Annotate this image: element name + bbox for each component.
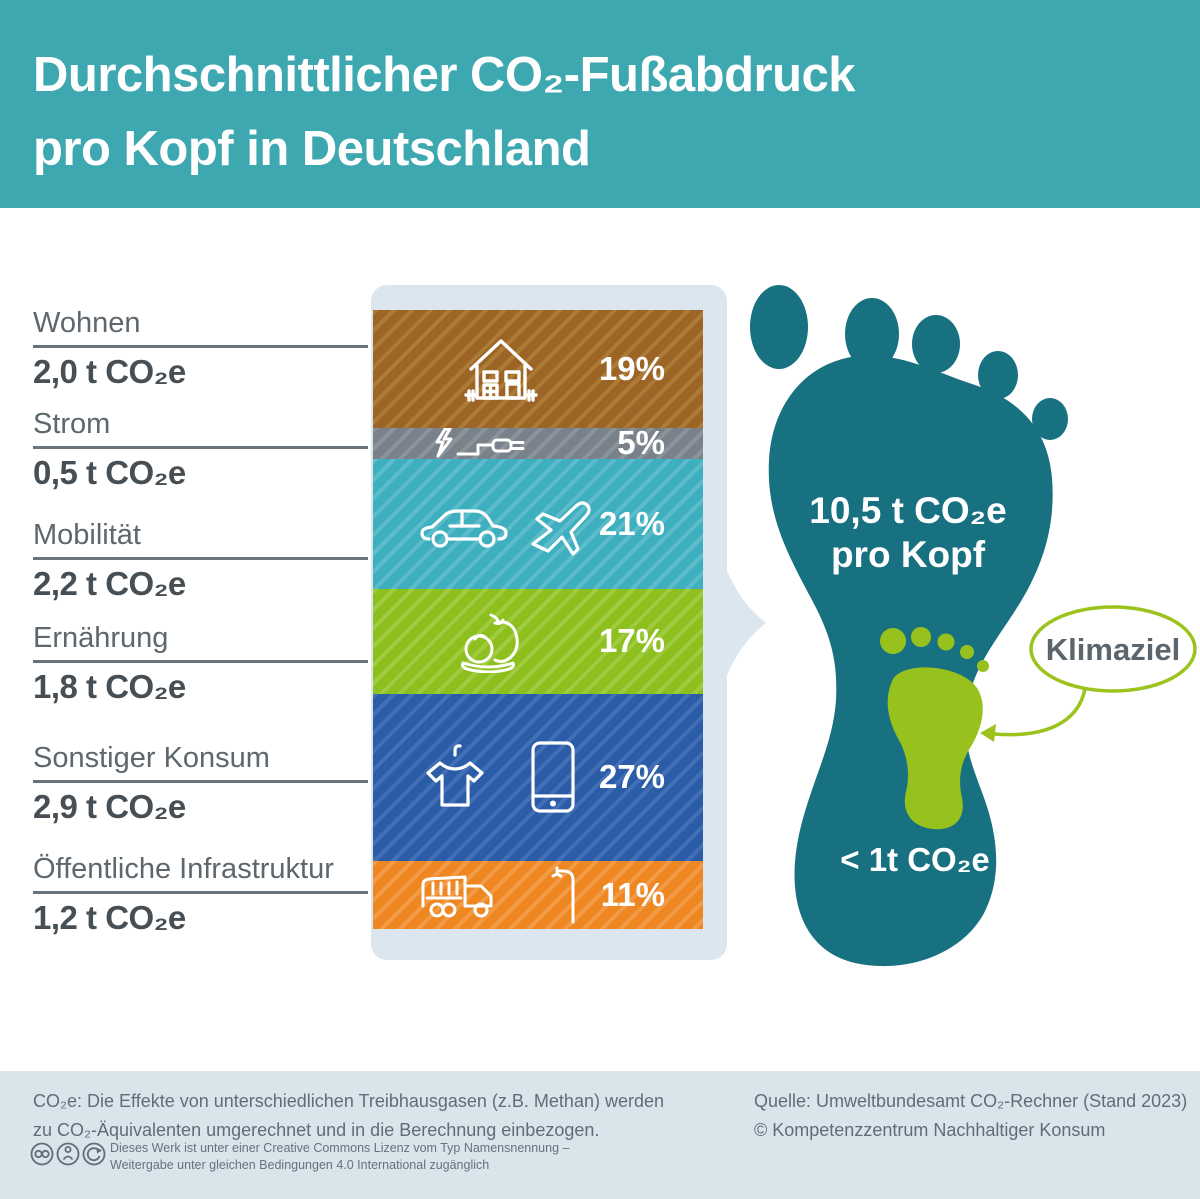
green-toe	[880, 628, 906, 654]
total-footprint-value: 10,5 t CO₂e	[809, 490, 1006, 531]
percent-label: 27%	[598, 758, 665, 796]
category-value: 1,2 t CO₂e	[33, 899, 186, 936]
green-toe	[977, 660, 989, 672]
page-title-line2: pro Kopf in Deutschland	[33, 122, 591, 176]
percent-label: 21%	[598, 504, 665, 542]
green-toe	[937, 633, 955, 651]
street-lamp-icon	[551, 866, 575, 924]
callout-arrowhead	[980, 724, 996, 742]
airplane-icon	[531, 500, 591, 556]
car-icon	[420, 508, 508, 548]
cc-by-icon	[56, 1142, 80, 1166]
category-label-infrastruktur: Öffentliche Infrastruktur 1,2 t CO₂e	[33, 851, 373, 936]
panel-pointer	[725, 566, 766, 680]
divider-line	[33, 557, 368, 560]
category-value: 2,0 t CO₂e	[33, 353, 186, 390]
license-line2: Weitergabe unter gleichen Bedingungen 4.…	[110, 1158, 490, 1172]
big-toe	[750, 285, 808, 369]
green-toe	[960, 645, 974, 659]
category-value: 0,5 t CO₂e	[33, 454, 186, 491]
toe	[912, 315, 960, 373]
toe	[1032, 398, 1068, 440]
category-label-sonstiger-konsum: Sonstiger Konsum 2,9 t CO₂e	[33, 740, 373, 825]
divider-line	[33, 446, 368, 449]
source-line2: © Kompetenzzentrum Nachhaltiger Konsum	[754, 1120, 1106, 1140]
co2e-note-line1: CO₂e: Die Effekte von unterschiedlichen …	[33, 1091, 664, 1111]
bar-segment-ernaehrung: 17%	[373, 588, 703, 694]
bar-segment-mobilitaet: 21%	[373, 458, 703, 589]
climate-target-callout: Klimaziel	[980, 605, 1197, 742]
divider-line	[33, 345, 368, 348]
page-title: Durchschnittlicher CO₂-Fußabdruck pro Ko…	[33, 38, 856, 186]
cc-icon	[30, 1142, 54, 1166]
electricity-plug-icon	[435, 428, 525, 458]
category-label-wohnen: Wohnen 2,0 t CO₂e	[33, 305, 373, 390]
category-label-ernaehrung: Ernährung 1,8 t CO₂e	[33, 620, 373, 705]
bar-segment-sonstiger-konsum: 27%	[373, 693, 703, 861]
total-footprint-unit: pro Kopf	[831, 534, 986, 575]
stacked-bar: 19% 5%	[373, 310, 703, 929]
bar-segment-infrastruktur: 11%	[373, 860, 703, 929]
co2e-note-line2: zu CO₂-Äquivalenten umgerechnet und in d…	[33, 1120, 600, 1140]
category-name: Mobilität	[33, 519, 141, 551]
category-name: Sonstiger Konsum	[33, 742, 270, 774]
climate-target-label: Klimaziel	[1046, 632, 1180, 667]
category-label-strom: Strom 0,5 t CO₂e	[33, 406, 373, 491]
category-name: Wohnen	[33, 307, 141, 339]
footprint-graphic: 10,5 t CO₂e pro Kopf < 1t CO₂e Klimaziel	[750, 285, 1197, 967]
co2e-note: CO₂e: Die Effekte von unterschiedlichen …	[33, 1087, 664, 1145]
percent-label: 11%	[600, 875, 665, 913]
percent-label: 5%	[617, 424, 665, 462]
page-title-line1: Durchschnittlicher CO₂-Fußabdruck	[33, 48, 856, 102]
food-icon	[461, 613, 519, 674]
source-line1: Quelle: Umweltbundesamt CO₂-Rechner (Sta…	[754, 1091, 1188, 1111]
divider-line	[33, 891, 368, 894]
divider-line	[33, 780, 368, 783]
bar-segment-wohnen: 19%	[373, 310, 703, 428]
house-icon	[464, 339, 538, 402]
category-value: 2,2 t CO₂e	[33, 565, 186, 602]
license-text: Dieses Werk ist unter einer Creative Com…	[110, 1140, 569, 1174]
source-text: Quelle: Umweltbundesamt CO₂-Rechner (Sta…	[754, 1087, 1187, 1145]
percent-label: 17%	[598, 622, 665, 660]
category-name: Strom	[33, 408, 111, 440]
green-foot-sole	[887, 667, 983, 830]
climate-target-foot: < 1t CO₂e	[840, 627, 990, 878]
category-name: Ernährung	[33, 622, 169, 654]
bar-segment-strom: 5%	[373, 424, 703, 461]
creative-commons-icons	[30, 1142, 106, 1166]
category-label-mobilitaet: Mobilität 2,2 t CO₂e	[33, 517, 373, 602]
category-value: 2,9 t CO₂e	[33, 788, 186, 825]
smartphone-icon	[531, 741, 575, 813]
garbage-truck-icon	[421, 875, 493, 918]
divider-line	[33, 660, 368, 663]
callout-bubble	[1029, 605, 1197, 693]
category-value: 1,8 t CO₂e	[33, 668, 186, 705]
category-name: Öffentliche Infrastruktur	[33, 853, 334, 885]
big-foot: 10,5 t CO₂e pro Kopf	[750, 285, 1068, 967]
header: Durchschnittlicher CO₂-Fußabdruck pro Ko…	[0, 0, 1200, 208]
percent-label: 19%	[598, 349, 665, 387]
foot-sole	[768, 355, 1053, 967]
cc-sa-icon	[82, 1142, 106, 1166]
toe	[845, 298, 899, 370]
callout-arrow	[993, 688, 1087, 737]
footer: CO₂e: Die Effekte von unterschiedlichen …	[0, 1071, 1200, 1199]
license-line1: Dieses Werk ist unter einer Creative Com…	[110, 1141, 570, 1155]
tshirt-icon	[426, 744, 484, 807]
climate-target-value: < 1t CO₂e	[840, 841, 989, 878]
toe	[978, 351, 1018, 399]
green-toe	[911, 627, 931, 647]
